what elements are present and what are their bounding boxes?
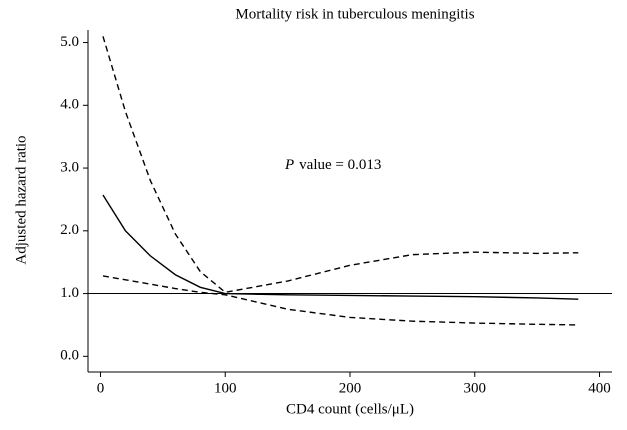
x-axis-label: CD4 count (cells/μL): [286, 401, 414, 417]
annotation-text: value = 0.013: [299, 157, 381, 173]
y-tick-label: 1.0: [60, 285, 79, 301]
y-tick-label: 2.0: [60, 222, 79, 238]
y-tick-label: 0.0: [60, 348, 79, 364]
chart-title: Mortality risk in tuberculous meningitis: [235, 6, 474, 22]
annotation-italic: P: [284, 157, 294, 173]
curve: [102, 36, 579, 294]
curve: [102, 275, 579, 326]
x-tick-label: 300: [464, 380, 487, 396]
y-tick-label: 4.0: [60, 97, 79, 113]
x-tick-label: 0: [97, 380, 105, 396]
y-tick-label: 3.0: [60, 159, 79, 175]
y-tick-label: 5.0: [60, 34, 79, 50]
x-tick-label: 200: [339, 380, 362, 396]
x-tick-label: 100: [214, 380, 237, 396]
y-axis-label: Adjusted hazard ratio: [13, 135, 29, 264]
curve: [102, 194, 579, 300]
x-tick-label: 400: [588, 380, 611, 396]
